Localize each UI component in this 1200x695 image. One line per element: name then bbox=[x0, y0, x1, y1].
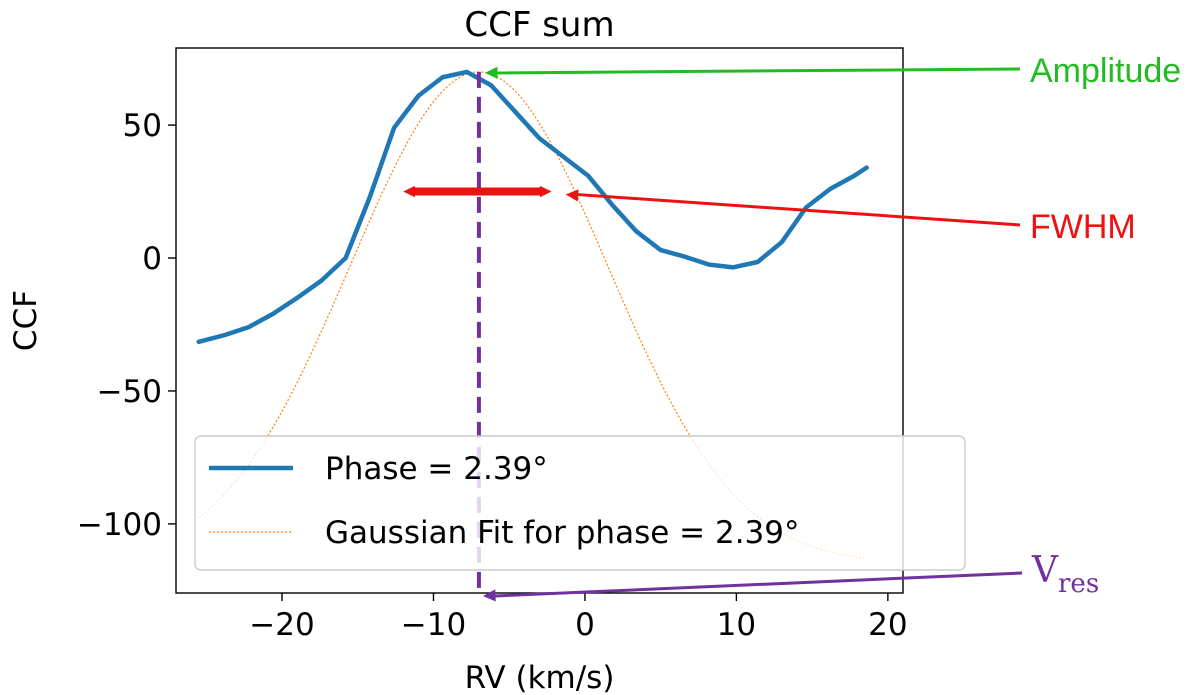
x-tick-label: 0 bbox=[575, 607, 595, 643]
fwhm-label: FWHM bbox=[1030, 208, 1136, 246]
x-tick-label: −10 bbox=[401, 607, 466, 643]
fwhm-arrow-line bbox=[577, 193, 1021, 227]
amplitude-arrow-head bbox=[484, 66, 498, 79]
y-tick-label: −50 bbox=[97, 374, 162, 410]
legend-label-phase: Phase = 2.39° bbox=[325, 451, 548, 487]
text-group: CCF sum RV (km/s) CCF bbox=[8, 5, 615, 695]
x-tick-label: −20 bbox=[249, 607, 314, 643]
y-tick-label: −100 bbox=[77, 507, 162, 543]
chart-title: CCF sum bbox=[464, 5, 614, 45]
x-axis-label: RV (km/s) bbox=[465, 660, 615, 695]
y-axis-label: CCF bbox=[8, 290, 44, 351]
legend-group: Phase = 2.39° Gaussian Fit for phase = 2.… bbox=[194, 435, 966, 571]
legend-label-gaussian: Gaussian Fit for phase = 2.39° bbox=[325, 515, 800, 551]
vres-arrow-head bbox=[482, 589, 496, 602]
ccf-phase-line bbox=[196, 69, 869, 345]
fwhm-bar-head-right bbox=[539, 185, 552, 198]
vres-label-sub: res bbox=[1058, 569, 1099, 599]
amplitude-arrow-line bbox=[496, 67, 1021, 75]
fwhm-bar-head-left bbox=[403, 185, 415, 198]
x-tick-label: 20 bbox=[868, 607, 907, 643]
vres-arrow-line bbox=[494, 571, 1023, 598]
vres-label-main: V bbox=[1031, 550, 1059, 591]
y-tick-label: 50 bbox=[123, 108, 162, 144]
legend-box bbox=[194, 435, 966, 571]
amplitude-label: Amplitude bbox=[1030, 52, 1181, 90]
x-tick-label: 10 bbox=[717, 607, 756, 643]
vres-label: Vres bbox=[1031, 550, 1099, 599]
fwhm-arrow-head bbox=[565, 189, 579, 202]
y-tick-label: 0 bbox=[142, 241, 162, 277]
series-group bbox=[196, 69, 869, 560]
